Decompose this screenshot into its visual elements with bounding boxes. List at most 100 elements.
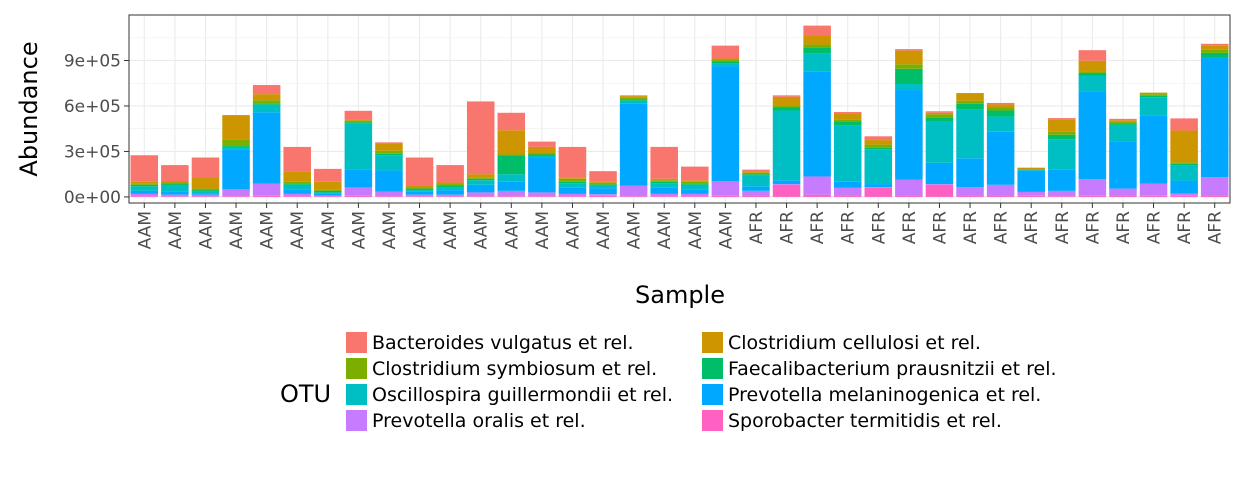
x-tick-label: AFR bbox=[747, 211, 767, 244]
legend-color-key bbox=[702, 384, 723, 405]
bar-segment bbox=[161, 194, 189, 197]
bar-segment bbox=[558, 196, 587, 197]
x-tick-label: AFR bbox=[808, 211, 828, 244]
x-tick-label: AAM bbox=[380, 211, 400, 249]
bar-segment bbox=[497, 156, 526, 175]
bar-segment bbox=[283, 196, 311, 197]
bar-segment bbox=[191, 191, 220, 194]
bar-segment bbox=[252, 195, 281, 197]
legend-label: Sporobacter termitidis et rel. bbox=[728, 409, 1002, 432]
bar-segment bbox=[283, 181, 311, 184]
bar-segment bbox=[466, 174, 495, 178]
bar-segment bbox=[1078, 72, 1107, 76]
bar-segment bbox=[252, 94, 281, 101]
bar-segment bbox=[589, 184, 617, 186]
bar-segment bbox=[956, 109, 984, 159]
bar-segment bbox=[314, 189, 342, 191]
legend-color-key bbox=[702, 358, 723, 379]
legend-entries: Bacteroides vulgatus et rel. Clostridium … bbox=[346, 330, 1058, 433]
bar-segment bbox=[895, 83, 923, 91]
bar-segment bbox=[161, 185, 189, 192]
bar-segment bbox=[375, 143, 403, 151]
bar-segment bbox=[344, 110, 373, 120]
bar-segment bbox=[528, 152, 556, 155]
bar-segment bbox=[314, 190, 342, 193]
bar-segment bbox=[283, 183, 311, 185]
bar-segment bbox=[986, 104, 1015, 108]
legend-label: Clostridium symbiosum et rel. bbox=[372, 357, 658, 380]
legend-item: Clostridium cellulosi et rel. bbox=[702, 330, 1058, 355]
bar-segment bbox=[589, 185, 617, 189]
bar-segment bbox=[283, 193, 311, 197]
bar-segment bbox=[161, 196, 189, 197]
bar-segment bbox=[619, 96, 648, 98]
bar-segment bbox=[864, 147, 893, 150]
bar-segment bbox=[191, 196, 220, 197]
bar-segment bbox=[344, 119, 373, 121]
bar-segment bbox=[833, 112, 862, 114]
bar-segment bbox=[833, 187, 862, 196]
y-axis-title: Abundance bbox=[15, 41, 43, 176]
bar-segment bbox=[681, 181, 709, 184]
bar-segment bbox=[191, 157, 220, 178]
bar-segment bbox=[1109, 195, 1137, 197]
bar-segment bbox=[558, 177, 587, 179]
bar-segment bbox=[1078, 91, 1107, 180]
bar-segment bbox=[405, 187, 434, 189]
bar-segment bbox=[681, 183, 709, 185]
bar-segment bbox=[1048, 134, 1076, 140]
bar-segment bbox=[1139, 97, 1168, 116]
bar-segment bbox=[895, 90, 923, 180]
panel-background bbox=[129, 15, 1230, 203]
x-tick-label: AAM bbox=[472, 211, 492, 249]
x-tick-label: AAM bbox=[288, 211, 308, 249]
bar-segment bbox=[1017, 195, 1045, 197]
bar-segment bbox=[895, 68, 923, 84]
bar-segment bbox=[589, 194, 617, 196]
bar-segment bbox=[742, 195, 770, 197]
bar-segment bbox=[1078, 195, 1107, 197]
bar-segment bbox=[589, 182, 617, 185]
bar-segment bbox=[252, 112, 281, 184]
bar-segment bbox=[986, 107, 1015, 111]
bar-segment bbox=[222, 146, 250, 150]
bar-segment bbox=[1200, 52, 1229, 58]
bar-segment bbox=[589, 181, 617, 183]
x-tick-label: AAM bbox=[625, 211, 645, 249]
bar-segment bbox=[466, 192, 495, 197]
panel-border bbox=[128, 14, 1231, 204]
bar-segment bbox=[130, 186, 159, 191]
bar-segment bbox=[528, 156, 556, 158]
bar-segment bbox=[466, 101, 495, 175]
bar-segment bbox=[925, 162, 954, 185]
x-tick-label: AFR bbox=[961, 211, 981, 244]
x-tick-label: AFR bbox=[900, 211, 920, 244]
bar-segment bbox=[436, 187, 464, 191]
bar-segment bbox=[986, 110, 1015, 117]
legend-color-key bbox=[346, 384, 367, 405]
bar-segment bbox=[589, 195, 617, 197]
bar-segment bbox=[1170, 193, 1198, 196]
bar-segment bbox=[314, 181, 342, 190]
bar-segment bbox=[1170, 163, 1198, 166]
bar-segment bbox=[1017, 169, 1045, 171]
bar-segment bbox=[130, 193, 159, 197]
bar-segment bbox=[833, 125, 862, 182]
x-tick-label: AAM bbox=[319, 211, 339, 249]
bar-segment bbox=[833, 121, 862, 126]
bar-segment bbox=[742, 174, 770, 176]
bar-segment bbox=[1170, 118, 1198, 131]
bar-segment bbox=[558, 187, 587, 194]
x-tick-label: AFR bbox=[778, 211, 798, 244]
bar-segment bbox=[344, 120, 373, 123]
bar-segment bbox=[619, 100, 648, 104]
bar-segment bbox=[711, 63, 740, 67]
x-tick-label: AFR bbox=[1206, 211, 1226, 244]
bar-segment bbox=[1170, 180, 1198, 194]
bar-segment bbox=[833, 119, 862, 122]
bar-segment bbox=[925, 112, 954, 115]
bar-segment bbox=[956, 187, 984, 196]
bar-segment bbox=[161, 191, 189, 195]
bar-segment bbox=[619, 185, 648, 197]
bar-segment bbox=[772, 184, 801, 197]
